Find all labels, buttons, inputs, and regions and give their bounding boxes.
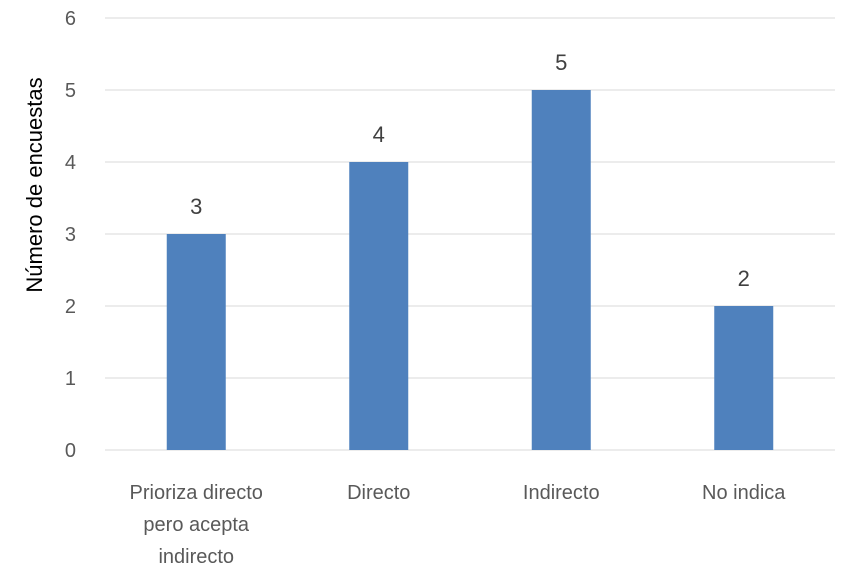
x-category-label: Indirecto bbox=[523, 482, 600, 504]
gridlines bbox=[105, 17, 835, 451]
bar bbox=[714, 306, 774, 450]
bar bbox=[349, 162, 409, 450]
x-category-label: No indica bbox=[702, 482, 786, 504]
y-tick-label: 0 bbox=[65, 440, 76, 462]
y-axis-ticks: 0 1 2 3 4 5 6 bbox=[65, 8, 76, 462]
y-tick-label: 1 bbox=[65, 368, 76, 390]
x-category-label-line: pero acepta bbox=[143, 514, 250, 536]
x-category-label-line: Directo bbox=[347, 482, 410, 504]
x-axis-categories: Prioriza directo pero acepta indirecto Dire… bbox=[130, 482, 787, 568]
x-category-label-line: indirecto bbox=[158, 546, 234, 568]
y-tick-label: 2 bbox=[65, 296, 76, 318]
bars bbox=[166, 90, 774, 450]
x-category-label-line: Indirecto bbox=[523, 482, 600, 504]
x-category-label: Prioriza directo pero acepta indirecto bbox=[130, 482, 263, 568]
y-axis-title: Número de encuestas bbox=[22, 77, 47, 292]
y-tick-label: 4 bbox=[65, 152, 76, 174]
bar bbox=[166, 234, 226, 450]
y-tick-label: 6 bbox=[65, 8, 76, 30]
x-category-label-line: No indica bbox=[702, 482, 786, 504]
data-label: 2 bbox=[738, 266, 750, 291]
data-label: 5 bbox=[555, 50, 567, 75]
bar bbox=[531, 90, 591, 450]
x-category-label: Directo bbox=[347, 482, 410, 504]
data-label: 4 bbox=[373, 122, 385, 147]
data-labels: 3 4 5 2 bbox=[190, 50, 750, 291]
data-label: 3 bbox=[190, 194, 202, 219]
y-tick-label: 5 bbox=[65, 80, 76, 102]
y-tick-label: 3 bbox=[65, 224, 76, 246]
x-category-label-line: Prioriza directo bbox=[130, 482, 263, 504]
